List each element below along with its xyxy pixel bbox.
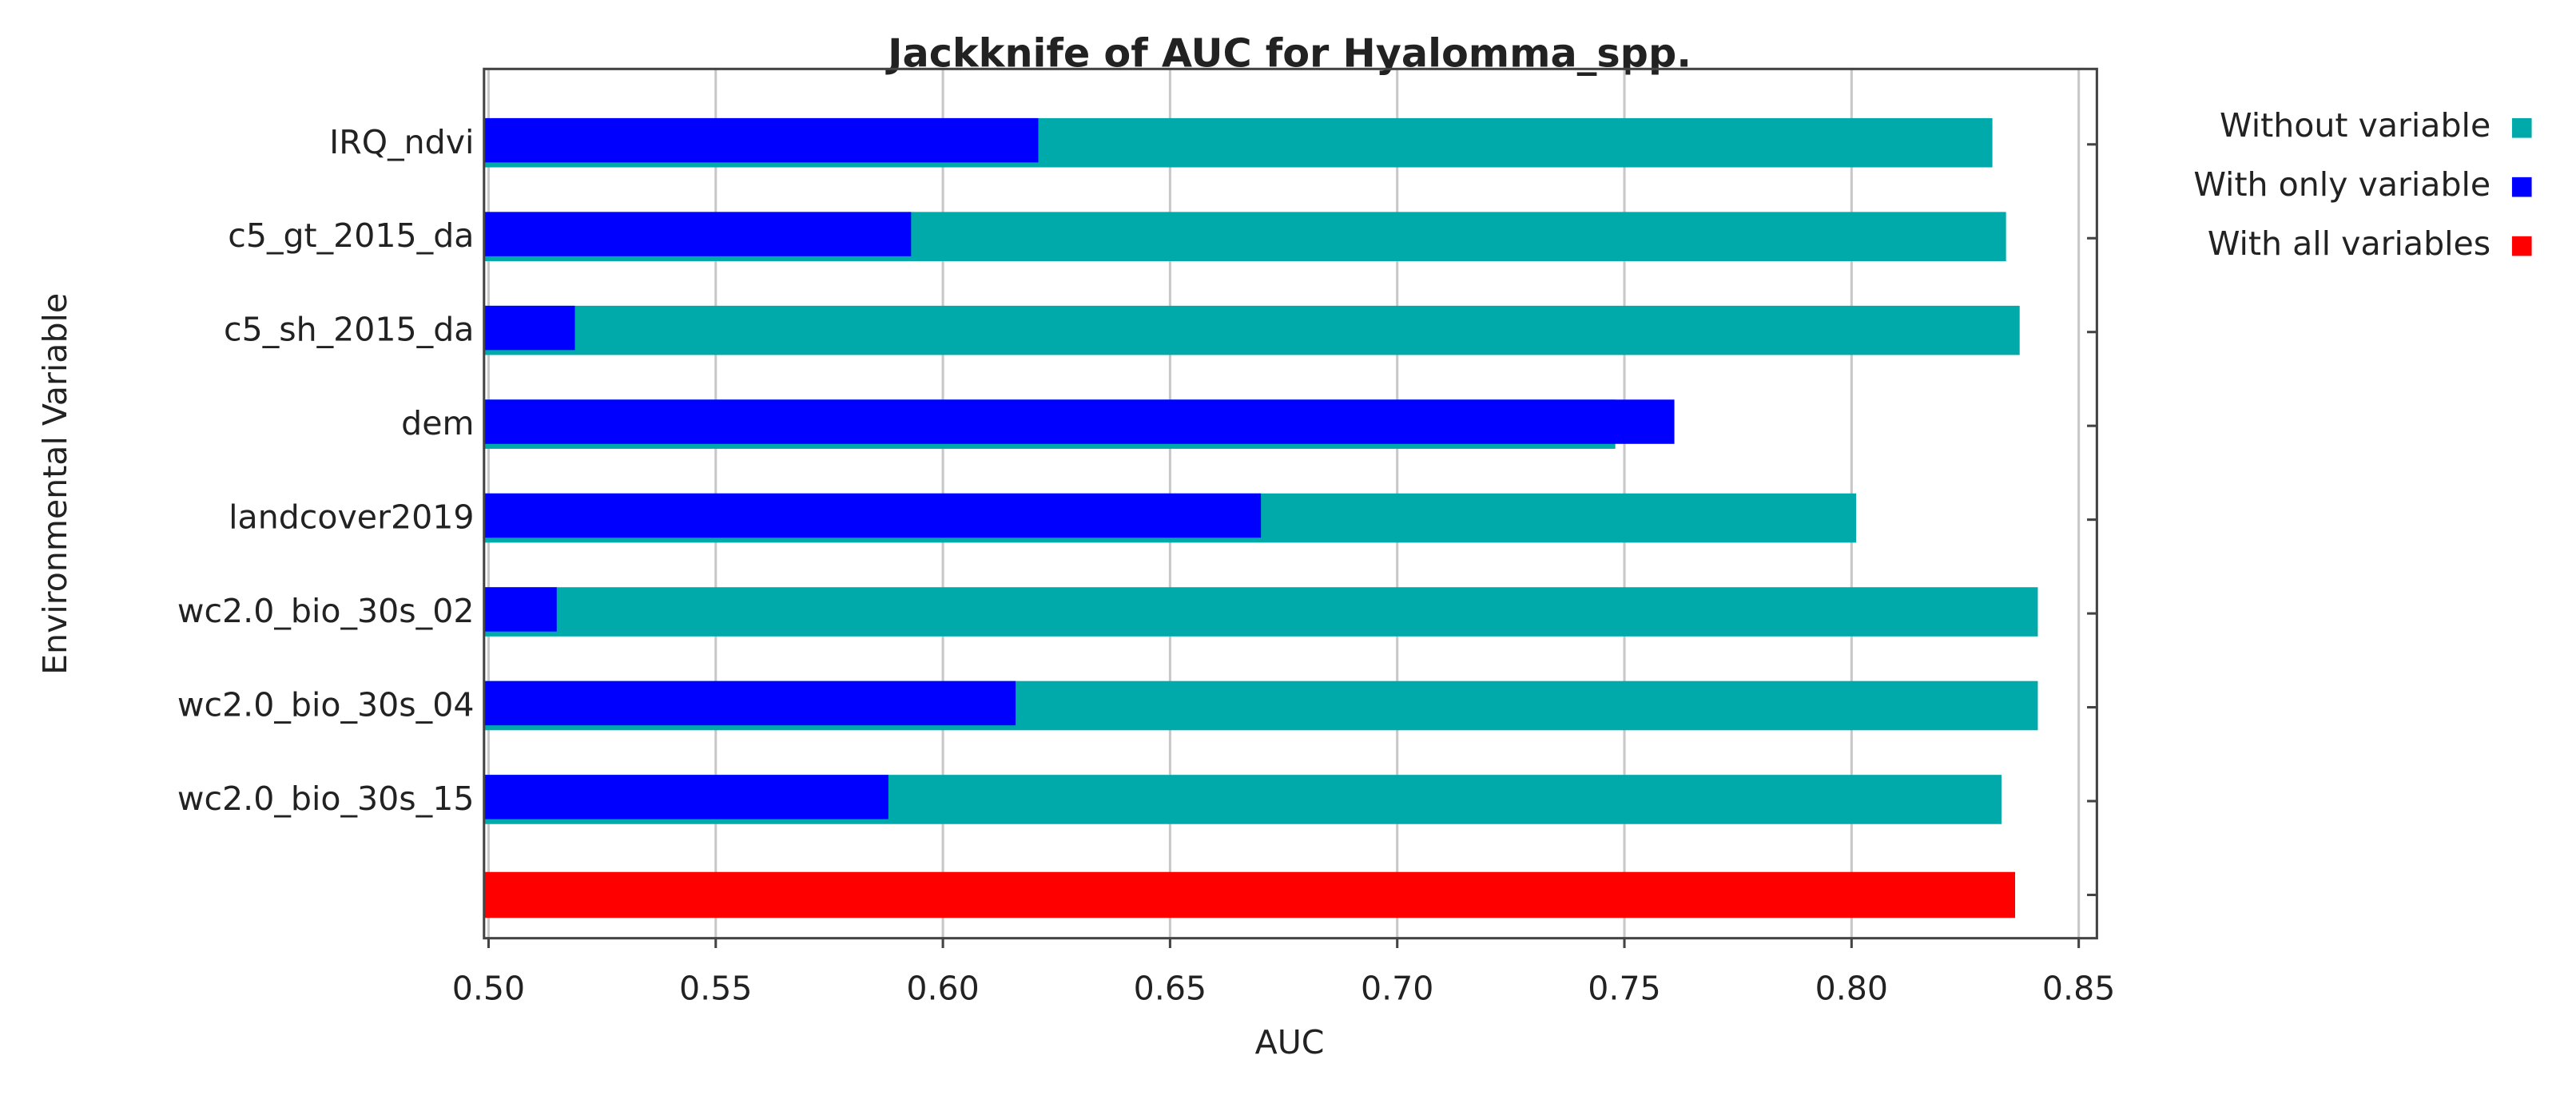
plot-frame (483, 67, 2098, 940)
bar (483, 399, 1675, 444)
legend-swatch (2511, 117, 2532, 138)
y-tick-label: dem (401, 404, 474, 442)
x-tick-label: 0.65 (1134, 969, 1207, 1007)
y-tick-label: c5_sh_2015_da (224, 311, 474, 349)
bar (483, 775, 888, 819)
x-tick-label: 0.75 (1588, 969, 1660, 1007)
y-tick-label: wc2.0_bio_30s_02 (177, 592, 475, 630)
y-tick-label: landcover2019 (229, 498, 474, 537)
legend-swatch (2511, 236, 2532, 256)
bar (483, 117, 1039, 163)
bar (483, 305, 575, 351)
bar (483, 871, 2016, 918)
x-tick-label: 0.60 (906, 969, 979, 1007)
bar (483, 493, 1262, 538)
y-tick-label: wc2.0_bio_30s_15 (177, 780, 475, 818)
legend-label: With only variable (2193, 165, 2491, 204)
x-tick-label: 0.80 (1815, 969, 1888, 1007)
x-tick-label: 0.50 (452, 969, 525, 1007)
x-tick-label: 0.85 (2042, 969, 2115, 1007)
y-axis-label: Environmental Variable (36, 293, 74, 675)
x-axis-label: AUC (1255, 1023, 1325, 1061)
y-tick-label: wc2.0_bio_30s_04 (177, 686, 475, 724)
y-tick-label: c5_gt_2015_da (228, 216, 474, 255)
y-tick-label: IRQ_ndvi (329, 123, 474, 161)
bar (483, 305, 2020, 355)
bar (483, 587, 557, 632)
x-tick-label: 0.55 (679, 969, 752, 1007)
bar (483, 212, 912, 256)
legend-label: With all variables (2208, 224, 2491, 263)
bar (483, 587, 2038, 637)
legend-label: Without variable (2220, 106, 2491, 145)
bar (483, 680, 1016, 726)
x-tick-label: 0.70 (1361, 969, 1433, 1007)
legend-swatch (2511, 177, 2532, 197)
